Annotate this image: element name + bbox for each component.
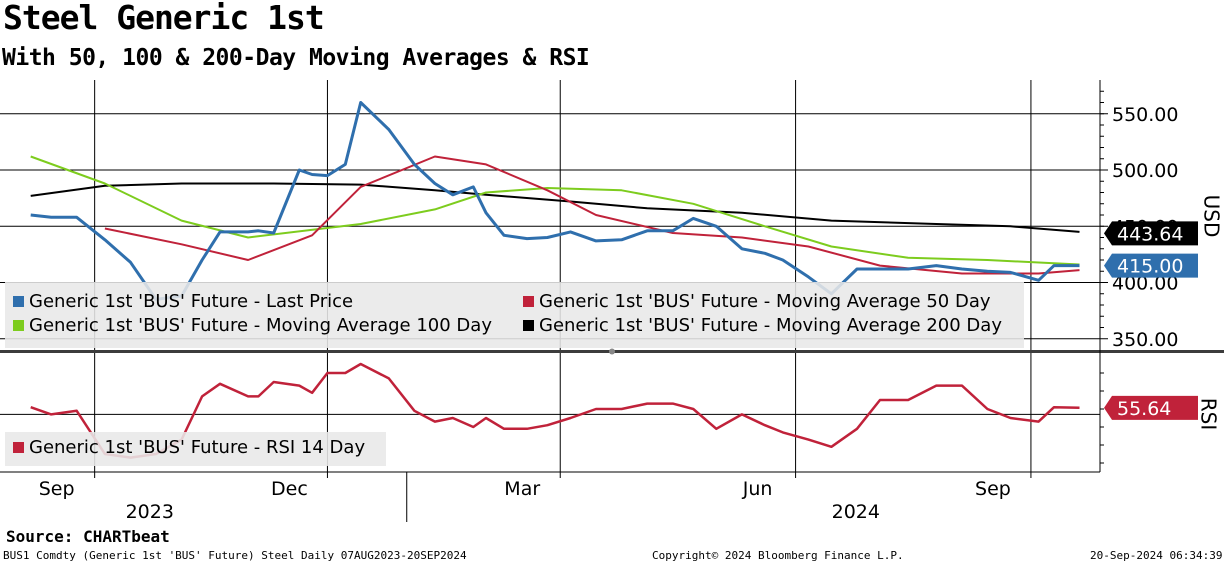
x-tick-label: Dec (271, 478, 308, 500)
last-value-rsi-bg (1104, 395, 1198, 420)
legend-swatch-ma200 (523, 320, 534, 331)
price-tick-label: 350.00 (1112, 329, 1178, 351)
x-tick-label: Sep (975, 478, 1011, 500)
x-tick-label: Jun (742, 478, 773, 500)
price-tick-label: 500.00 (1112, 160, 1178, 182)
series-last-price (30, 101, 1080, 301)
price-tick-label: 400.00 (1112, 273, 1178, 295)
x-tick-label: Sep (39, 478, 75, 500)
legend-item-last-price: Generic 1st 'BUS' Future - Last Price (13, 291, 353, 312)
year-label: 2024 (832, 501, 880, 523)
chart-title: Steel Generic 1st (3, 0, 325, 37)
price-tick-label: 550.00 (1112, 104, 1178, 126)
chart-subtitle: With 50, 100 & 200-Day Moving Averages &… (2, 45, 590, 71)
series-ma200 (30, 182, 1080, 233)
legend-label-last-price: Generic 1st 'BUS' Future - Last Price (29, 291, 354, 312)
legend-item-rsi: Generic 1st 'BUS' Future - RSI 14 Day (13, 437, 365, 458)
last-value-ma200: 443.64 (1117, 223, 1183, 245)
last-value-price: 415.00 (1117, 256, 1183, 278)
year-label: 2023 (126, 501, 174, 523)
legend-item-ma100: Generic 1st 'BUS' Future - Moving Averag… (13, 315, 492, 336)
last-value-ma200-bg (1104, 221, 1198, 246)
source-label: Source: CHARTbeat (6, 527, 170, 546)
legend-item-ma50: Generic 1st 'BUS' Future - Moving Averag… (523, 291, 991, 312)
rsi-legend: Generic 1st 'BUS' Future - RSI 14 Day (5, 432, 386, 466)
legend-swatch-last-price (13, 296, 24, 307)
x-tick-label: Mar (504, 478, 540, 500)
footer-left: BUS1 Comdty (Generic 1st 'BUS' Future) S… (3, 549, 467, 562)
legend-label-ma50: Generic 1st 'BUS' Future - Moving Averag… (539, 291, 991, 312)
footer-center: Copyright© 2024 Bloomberg Finance L.P. (652, 549, 904, 562)
footer-right: 20-Sep-2024 06:34:39 (1090, 549, 1223, 562)
last-value-price-bg (1104, 253, 1198, 278)
rsi-axis-label: RSI (1196, 397, 1221, 431)
series-rsi (30, 362, 1080, 459)
panel-separator-handle (609, 348, 615, 355)
series-ma50 (104, 155, 1080, 275)
last-value-rsi: 55.64 (1117, 398, 1171, 420)
legend-label-ma100: Generic 1st 'BUS' Future - Moving Averag… (29, 315, 492, 336)
series-ma100 (30, 155, 1080, 266)
price-axis-label: USD (1199, 194, 1224, 238)
legend-swatch-rsi (13, 442, 24, 453)
legend-label-rsi: Generic 1st 'BUS' Future - RSI 14 Day (29, 437, 366, 458)
price-legend: Generic 1st 'BUS' Future - Last Price Ge… (5, 282, 1024, 348)
legend-swatch-ma100 (13, 320, 24, 331)
legend-label-ma200: Generic 1st 'BUS' Future - Moving Averag… (539, 315, 1002, 336)
legend-swatch-ma50 (523, 296, 534, 307)
legend-item-ma200: Generic 1st 'BUS' Future - Moving Averag… (523, 315, 1002, 336)
